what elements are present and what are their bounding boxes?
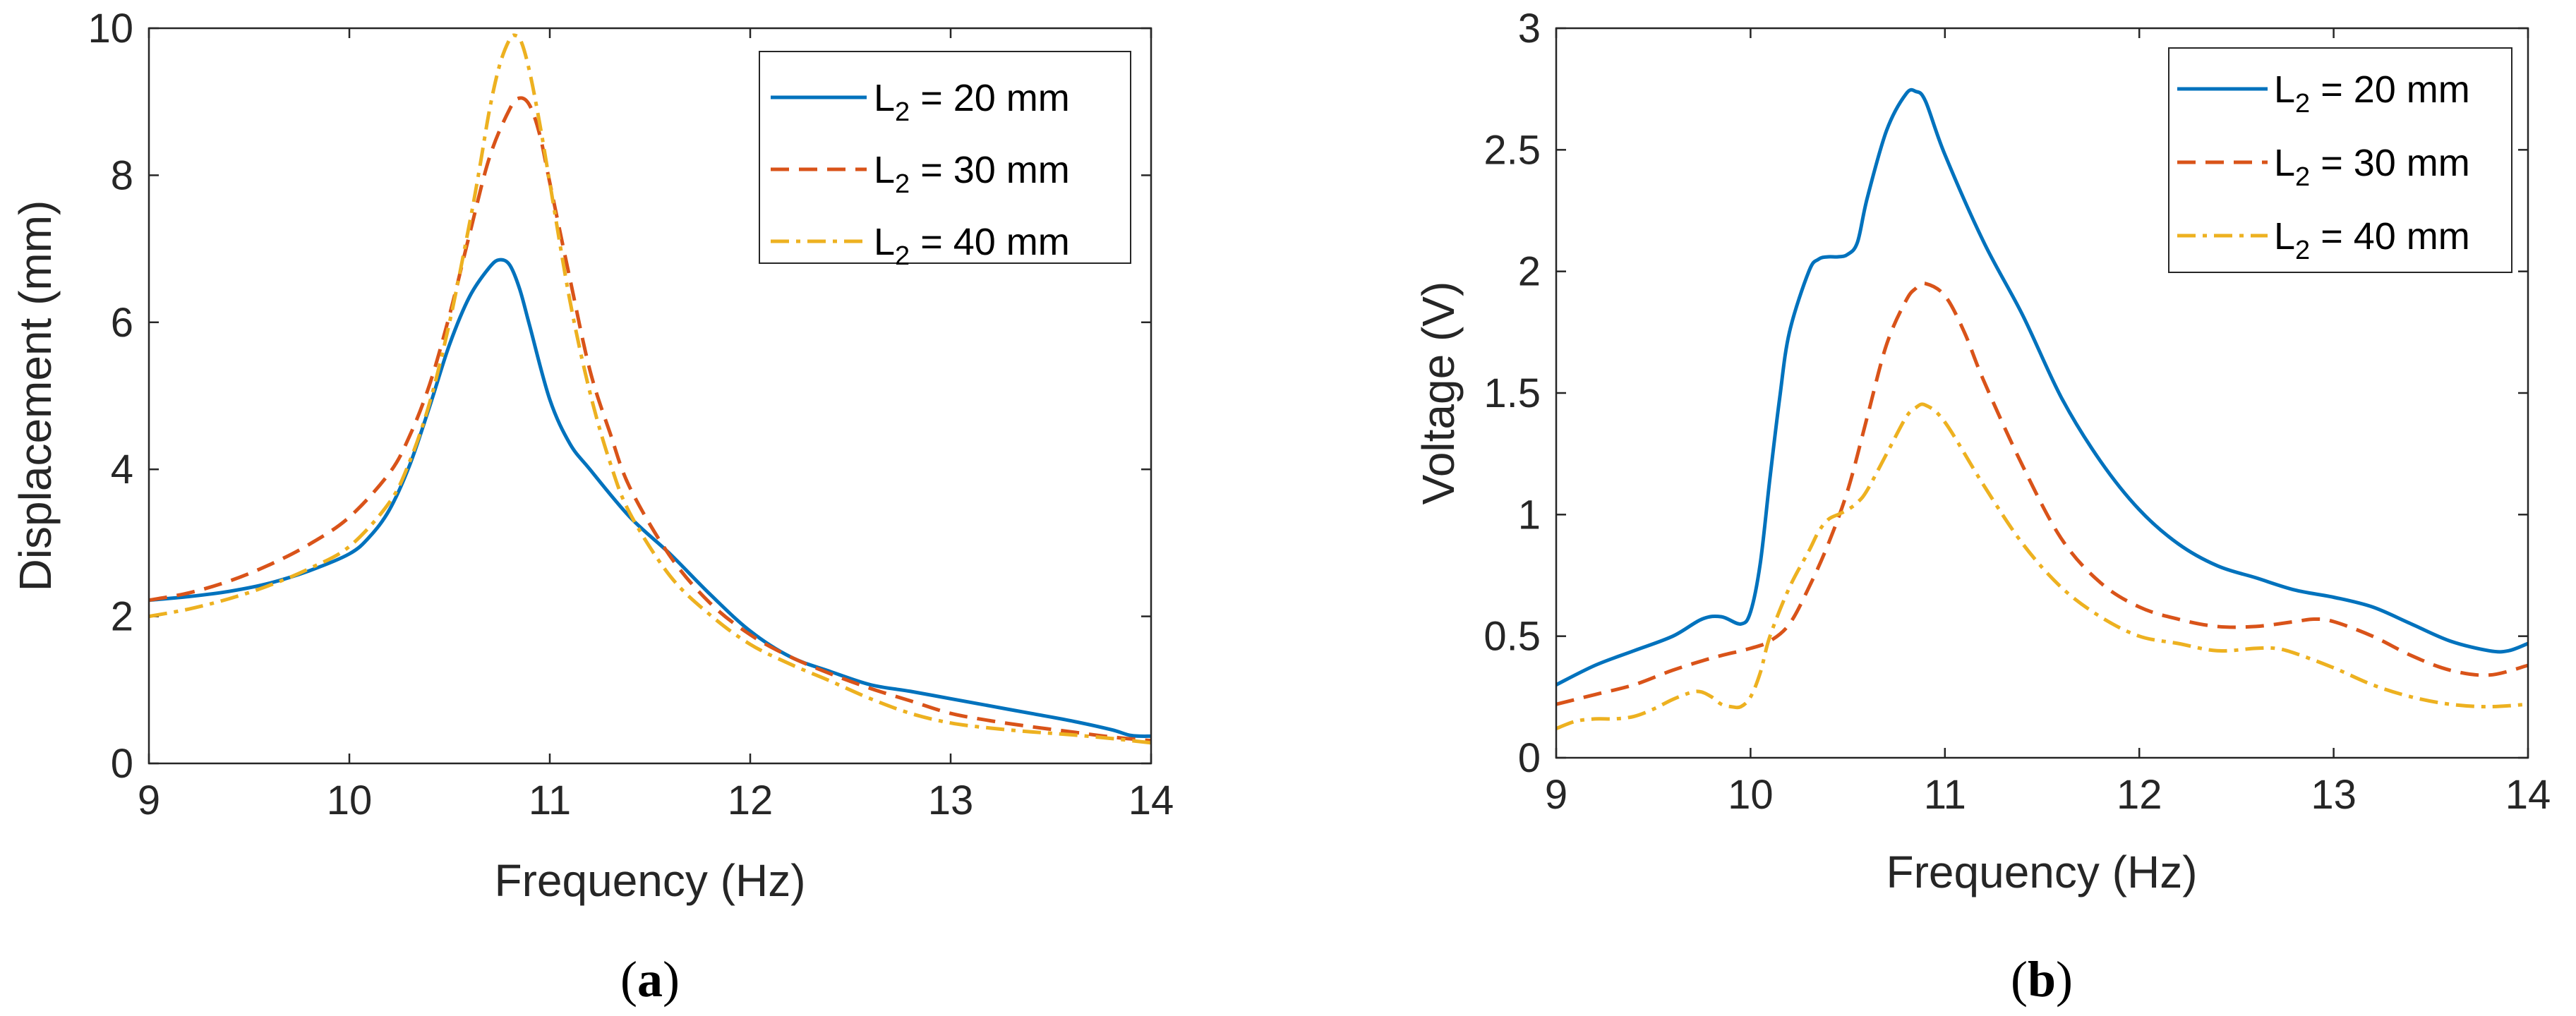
y-tick-label: 0.5 <box>1483 614 1541 660</box>
panel-b: 9 10 11 12 13 14 0 0.5 1 1.5 2 2.5 3 Fre… <box>1413 6 2551 1008</box>
panel-a: 9 10 11 12 13 14 0 2 4 6 8 10 Frequency … <box>10 6 1174 1008</box>
y-tick-label: 6 <box>111 300 133 346</box>
series-line-40mm <box>148 33 1152 745</box>
legend-entry-20mm: L2 = 20 mm <box>2274 68 2470 119</box>
x-tick-label: 13 <box>928 778 974 823</box>
x-tick-label: 14 <box>2505 772 2551 818</box>
x-tick-label: 9 <box>1545 772 1567 818</box>
y-tick-label: 2 <box>111 594 133 640</box>
x-tick-label: 12 <box>728 778 774 823</box>
y-tick-labels-b: 0 0.5 1 1.5 2 2.5 3 <box>1483 6 1541 781</box>
x-tick-label: 12 <box>2117 772 2162 818</box>
y-tick-labels-a: 0 2 4 6 8 10 <box>88 6 133 787</box>
y-tick-label: 8 <box>111 152 133 198</box>
legend-entry-20mm: L2 = 20 mm <box>874 77 1070 127</box>
y-axis-label-b: Voltage (V) <box>1413 282 1464 505</box>
legend-b: L2 = 20 mm L2 = 30 mm L2 = 40 mm <box>2168 47 2512 273</box>
legend-entry-30mm: L2 = 30 mm <box>2274 142 2470 192</box>
series-lines-b <box>1555 87 2529 730</box>
x-tick-label: 11 <box>1924 772 1966 818</box>
y-tick-label: 1 <box>1518 492 1541 538</box>
x-tick-label: 14 <box>1128 778 1174 823</box>
y-tick-label: 4 <box>111 447 133 492</box>
x-tick-labels-b: 9 10 11 12 13 14 <box>1545 772 2551 818</box>
series-line-40mm <box>1555 402 2529 730</box>
x-tick-label: 10 <box>1728 772 1774 818</box>
series-lines-a <box>148 33 1152 745</box>
legend-box-a <box>759 51 1131 264</box>
legend-a: L2 = 20 mm L2 = 30 mm L2 = 40 mm <box>759 51 1131 271</box>
x-tick-label: 9 <box>138 778 160 823</box>
caption-b: (b) <box>2011 951 2073 1008</box>
y-tick-label: 3 <box>1518 6 1541 52</box>
series-line-20mm <box>1555 87 2529 687</box>
legend-entry-40mm: L2 = 40 mm <box>874 221 1070 271</box>
x-axis-label-b: Frequency (Hz) <box>1886 847 2198 897</box>
y-tick-label: 0 <box>1518 735 1541 781</box>
series-line-30mm <box>1555 282 2529 706</box>
y-axis-label-a: Displacement (mm) <box>10 200 61 592</box>
y-tick-label: 1.5 <box>1483 370 1541 416</box>
series-line-30mm <box>148 96 1152 743</box>
series-line-20mm <box>148 258 1152 738</box>
y-tick-label: 10 <box>88 6 133 52</box>
axes-box-a <box>148 27 1152 765</box>
legend-entry-40mm: L2 = 40 mm <box>2274 215 2470 265</box>
x-tick-label: 10 <box>327 778 373 823</box>
caption-a: (a) <box>620 951 680 1008</box>
x-axis-label-a: Frequency (Hz) <box>495 855 806 906</box>
x-tick-label: 11 <box>529 778 571 823</box>
x-tick-labels-a: 9 10 11 12 13 14 <box>138 778 1174 823</box>
axes-box-b <box>1555 27 2529 759</box>
y-tick-label: 0 <box>111 741 133 787</box>
y-tick-label: 2 <box>1518 249 1541 295</box>
y-tick-label: 2.5 <box>1483 127 1541 173</box>
legend-entry-30mm: L2 = 30 mm <box>874 149 1070 199</box>
x-tick-label: 13 <box>2311 772 2357 818</box>
